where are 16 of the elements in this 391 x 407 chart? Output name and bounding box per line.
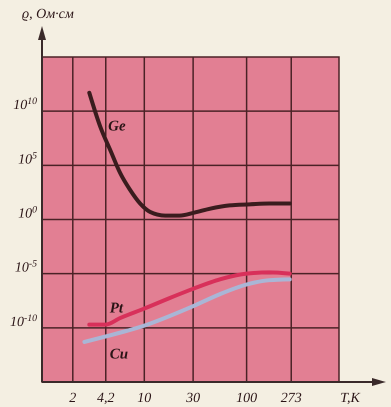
y-axis-title: ϱ, Ом·см [22, 7, 74, 22]
series-label: Pt [110, 300, 124, 317]
series-label: Ge [108, 118, 126, 134]
x-tick-label: 2 [69, 391, 76, 406]
x-axis-title: T,K [340, 391, 360, 406]
x-tick-label: 273 [280, 391, 302, 406]
x-tick-label: 30 [185, 391, 200, 406]
x-tick-label: 100 [236, 391, 258, 406]
y-tick-label: 10$^{10}$ [13, 96, 38, 114]
y-tick-label: 10$^{-10}$ [10, 312, 38, 330]
x-tick-label: 10 [137, 391, 152, 406]
y-tick-label: 10$^{5}$ [18, 150, 38, 168]
series-label: Cu [110, 346, 128, 362]
x-tick-label: 4,2 [97, 391, 115, 406]
y-tick-label: 10$^{0}$ [18, 204, 38, 222]
y-tick-label: 10$^{-5}$ [14, 258, 38, 276]
